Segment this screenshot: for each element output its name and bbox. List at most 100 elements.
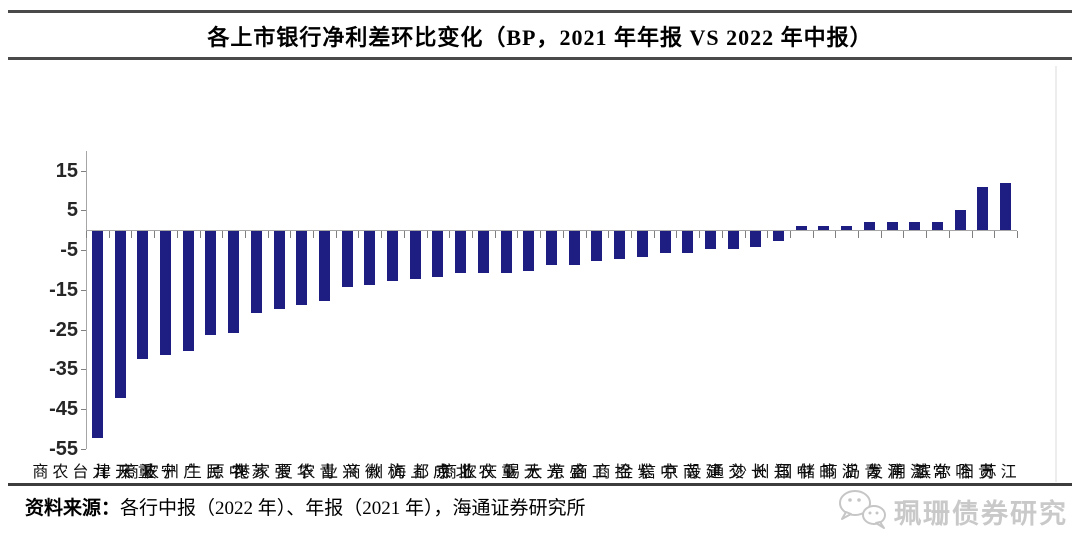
bar — [568, 231, 580, 266]
x-axis-tick — [176, 231, 178, 239]
bar — [409, 231, 421, 279]
source-label: 资料来源： — [25, 498, 121, 519]
x-axis-label: 江苏 — [977, 463, 1015, 481]
x-axis-label: 中信 — [637, 463, 675, 481]
x-axis-label: 浙商 — [818, 463, 856, 481]
title-underline — [8, 57, 1072, 60]
bar — [477, 231, 489, 274]
x-axis-label: 长沙 — [727, 463, 765, 481]
bar — [727, 231, 739, 250]
y-axis-tick — [81, 210, 86, 212]
bar — [500, 231, 512, 274]
x-axis-tick — [335, 231, 337, 239]
x-axis-tick — [449, 231, 451, 239]
y-axis-line — [86, 150, 87, 449]
x-axis-label: 紫金 — [614, 463, 652, 481]
x-axis-tick — [608, 231, 610, 239]
x-axis-tick — [562, 231, 564, 239]
bar — [886, 222, 898, 231]
x-axis-tick — [222, 231, 224, 239]
bar — [863, 222, 875, 231]
bar — [455, 231, 467, 274]
x-axis-tick — [86, 231, 87, 239]
bar — [296, 231, 308, 305]
bar — [91, 231, 103, 439]
x-axis-label: 青农 — [296, 463, 334, 481]
bar — [205, 231, 217, 335]
y-axis-tick — [81, 369, 86, 371]
x-axis-label: 中原 — [205, 463, 243, 481]
y-axis-tick — [81, 170, 86, 172]
bar — [546, 231, 557, 266]
bar — [818, 226, 830, 231]
x-axis-label: 民生 — [182, 463, 220, 481]
x-axis-label: 成都 — [409, 463, 447, 481]
x-axis-label: 邮储 — [795, 463, 833, 481]
bar — [1000, 182, 1012, 231]
y-axis-tick — [81, 409, 86, 411]
x-axis-tick — [721, 231, 723, 239]
wechat-icon — [839, 490, 886, 529]
x-axis-tick — [812, 231, 814, 239]
bar — [523, 231, 535, 272]
x-axis-label: 常熟 — [909, 463, 947, 481]
bar — [636, 231, 648, 258]
bar — [273, 231, 285, 309]
x-axis-label: 贵阳 — [954, 463, 992, 481]
x-axis-tick — [313, 231, 315, 239]
x-axis-label: 交通 — [705, 463, 743, 481]
bar — [591, 231, 603, 262]
bar — [432, 231, 444, 278]
x-axis-label: 徽商 — [341, 463, 379, 481]
bar — [159, 231, 171, 355]
chart-title: 各上市银行净利差环比变化（BP，2021 年年报 VS 2022 年中报） — [207, 25, 873, 50]
x-axis-label: 农业 — [455, 463, 493, 481]
x-axis-tick — [517, 231, 519, 239]
x-axis-tick — [858, 231, 860, 239]
x-axis-label: 南京 — [659, 463, 697, 481]
x-axis-label: 广州农商 — [120, 463, 198, 481]
x-axis-label: 苏农 — [228, 463, 266, 481]
bar — [318, 231, 330, 301]
x-axis-tick — [971, 231, 973, 239]
y-axis-label: -15 — [49, 278, 78, 301]
x-axis-tick — [244, 231, 246, 239]
x-axis-tick — [676, 231, 678, 239]
source-text: 各行中报（2022 年）、年报（2021 年），海通证券研究所 — [120, 498, 586, 519]
y-axis-label: -35 — [49, 358, 78, 381]
x-axis-tick — [789, 231, 791, 239]
x-axis-tick — [290, 231, 292, 239]
x-axis-tick — [585, 231, 587, 239]
x-axis-label: 中国 — [773, 463, 811, 481]
x-axis-label: 重庆农商 — [438, 463, 516, 481]
bar — [182, 231, 194, 351]
x-axis-label: 兴业 — [319, 463, 357, 481]
x-axis-label: 宁波 — [137, 463, 175, 481]
x-axis-tick — [926, 231, 928, 239]
x-axis-tick — [199, 231, 201, 239]
y-axis-tick — [81, 329, 86, 331]
x-axis-tick — [494, 231, 496, 239]
bar — [137, 231, 149, 359]
x-axis-tick — [154, 231, 156, 239]
bar — [932, 222, 944, 231]
x-axis-label: 上海 — [387, 463, 425, 481]
x-axis-tick — [699, 231, 701, 239]
watermark: 珮珊债券研究 — [836, 486, 1072, 532]
x-axis-label: 华夏 — [273, 463, 311, 481]
x-axis-label: 郑州 — [750, 463, 788, 481]
x-axis-tick — [948, 231, 950, 239]
bar — [704, 231, 716, 250]
x-axis-tick — [903, 231, 905, 239]
bar — [659, 231, 671, 254]
y-axis-label: 5 — [66, 199, 78, 222]
top-rule — [8, 10, 1072, 13]
y-axis-tick — [81, 289, 86, 291]
y-axis-label: -5 — [60, 239, 78, 262]
bar — [977, 186, 989, 231]
x-axis-tick — [767, 231, 769, 239]
bar — [773, 231, 785, 242]
x-axis-label: 建设 — [682, 463, 720, 481]
x-axis-tick — [403, 231, 405, 239]
